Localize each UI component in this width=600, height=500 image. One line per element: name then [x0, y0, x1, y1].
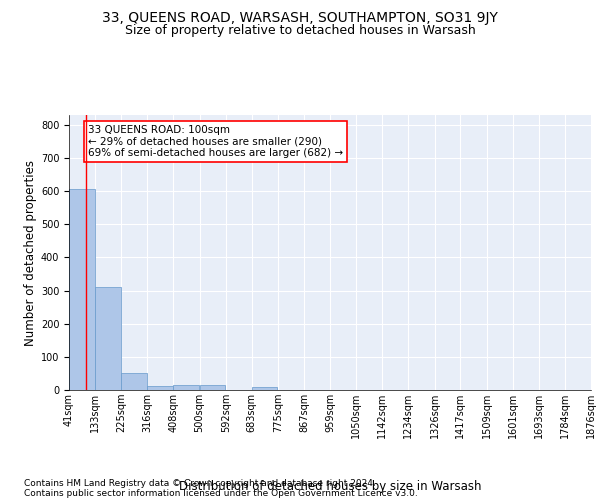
- Bar: [200, 386, 225, 390]
- Text: Size of property relative to detached houses in Warsash: Size of property relative to detached ho…: [125, 24, 475, 37]
- Text: 33, QUEENS ROAD, WARSASH, SOUTHAMPTON, SO31 9JY: 33, QUEENS ROAD, WARSASH, SOUTHAMPTON, S…: [102, 11, 498, 25]
- X-axis label: Distribution of detached houses by size in Warsash: Distribution of detached houses by size …: [179, 480, 481, 493]
- Bar: [95, 288, 121, 390]
- Text: Contains public sector information licensed under the Open Government Licence v3: Contains public sector information licen…: [24, 488, 418, 498]
- Bar: [147, 386, 173, 390]
- Bar: [121, 374, 147, 390]
- Text: Contains HM Land Registry data © Crown copyright and database right 2024.: Contains HM Land Registry data © Crown c…: [24, 478, 376, 488]
- Text: 33 QUEENS ROAD: 100sqm
← 29% of detached houses are smaller (290)
69% of semi-de: 33 QUEENS ROAD: 100sqm ← 29% of detached…: [88, 125, 343, 158]
- Y-axis label: Number of detached properties: Number of detached properties: [23, 160, 37, 346]
- Bar: [251, 388, 277, 390]
- Bar: [69, 188, 95, 390]
- Bar: [173, 386, 199, 390]
